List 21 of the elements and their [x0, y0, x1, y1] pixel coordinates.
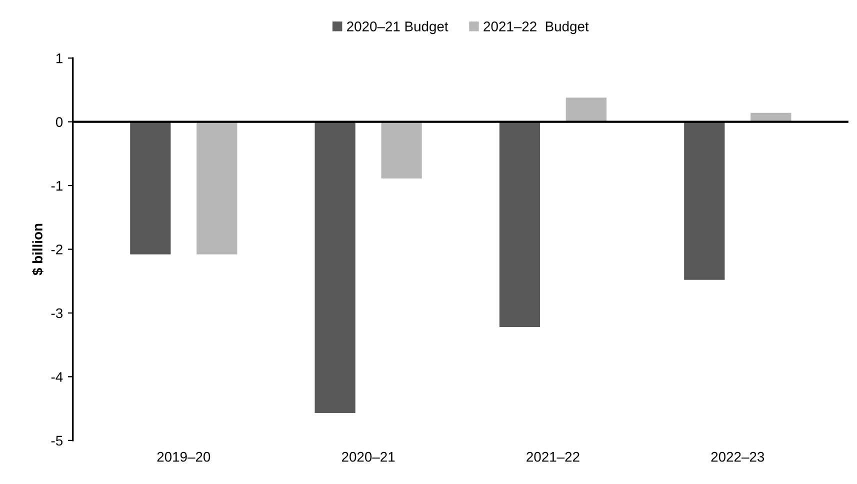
y-tick-label: -2: [51, 244, 62, 254]
x-tick-label: 2020–21: [342, 452, 395, 462]
bar: [381, 122, 422, 179]
bar: [130, 122, 171, 254]
bar: [196, 122, 238, 254]
legend-label: 2021–22 Budget: [484, 21, 589, 34]
y-tick-label: -4: [51, 372, 63, 382]
y-tick-label: -1: [51, 181, 62, 191]
bar: [566, 98, 607, 122]
x-tick-label: 2021–22: [526, 452, 580, 462]
y-axis-title: $ billion: [32, 224, 44, 276]
bar: [499, 122, 540, 328]
bar: [684, 122, 725, 280]
legend-label: 2020–21 Budget: [347, 21, 448, 34]
y-tick-label: 0: [56, 117, 63, 127]
x-tick-label: 2022–23: [711, 452, 764, 462]
x-tick-label: 2019–20: [157, 452, 210, 462]
y-tick-label: -5: [51, 436, 63, 446]
y-tick-label: -3: [51, 308, 63, 318]
bar: [314, 122, 356, 414]
y-tick-label: 1: [56, 54, 62, 64]
